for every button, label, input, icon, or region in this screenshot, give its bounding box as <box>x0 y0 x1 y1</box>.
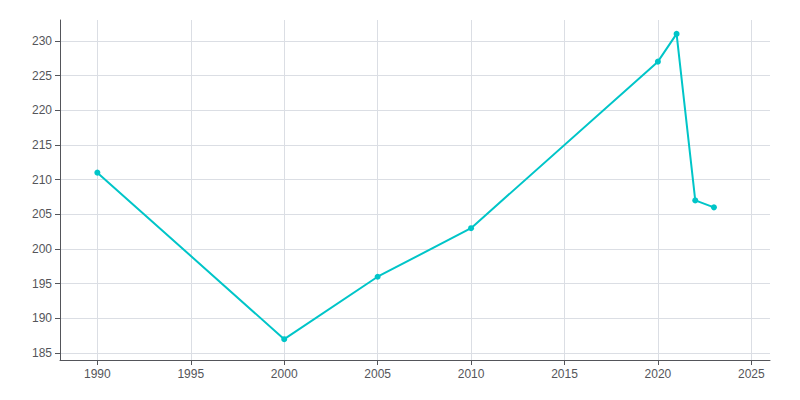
svg-text:2005: 2005 <box>364 367 391 381</box>
svg-text:2020: 2020 <box>645 367 672 381</box>
svg-text:205: 205 <box>32 207 52 221</box>
svg-text:185: 185 <box>32 346 52 360</box>
svg-text:2025: 2025 <box>738 367 765 381</box>
svg-text:2000: 2000 <box>271 367 298 381</box>
svg-text:210: 210 <box>32 173 52 187</box>
svg-text:215: 215 <box>32 138 52 152</box>
svg-text:2015: 2015 <box>551 367 578 381</box>
svg-text:220: 220 <box>32 103 52 117</box>
svg-text:225: 225 <box>32 69 52 83</box>
svg-text:200: 200 <box>32 242 52 256</box>
svg-text:230: 230 <box>32 34 52 48</box>
svg-text:195: 195 <box>32 277 52 291</box>
svg-text:190: 190 <box>32 311 52 325</box>
svg-text:1990: 1990 <box>84 367 111 381</box>
svg-text:1995: 1995 <box>177 367 204 381</box>
svg-text:2010: 2010 <box>458 367 485 381</box>
